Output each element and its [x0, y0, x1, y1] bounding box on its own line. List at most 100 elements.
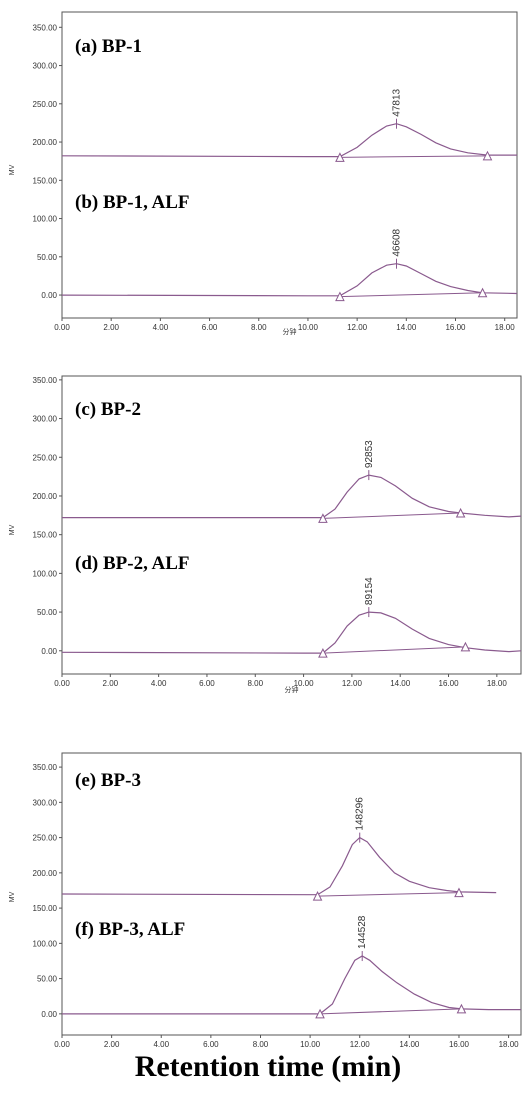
- x-tick-label: 2.00: [104, 1040, 120, 1049]
- x-tick-label: 4.00: [153, 323, 169, 332]
- x-tick-label: 8.00: [251, 323, 267, 332]
- series-label: (d) BP-2, ALF: [75, 553, 190, 574]
- peak-boundary-marker: [454, 887, 464, 898]
- x-tick-label: 6.00: [199, 679, 215, 688]
- x-tick-label: 2.00: [103, 323, 119, 332]
- integration-baseline: [339, 155, 488, 158]
- series-trace: 89154 (d) BP-2, ALF: [61, 553, 522, 658]
- x-tick-label: 0.00: [54, 679, 70, 688]
- series-trace: 144528 (f) BP-3, ALF: [62, 915, 521, 1019]
- peak-boundary-marker: [477, 287, 488, 298]
- x-tick-label: 18.00: [499, 1040, 520, 1049]
- y-tick-label: 350.00: [33, 763, 58, 772]
- panel-bottom: 0.00 50.00 100.00 150.00 200.00 250.00 300.00 3…: [9, 752, 522, 1049]
- chromatogram-line: [62, 955, 521, 1015]
- integration-baseline: [339, 292, 483, 298]
- chromatogram-line: [61, 123, 517, 158]
- x-tick-label: 12.00: [347, 323, 368, 332]
- x-tick-label: 4.00: [153, 1040, 169, 1049]
- series-trace: 92853 (c) BP-2: [62, 399, 522, 523]
- y-tick-label: 250.00: [33, 834, 58, 843]
- peak-boundary-marker: [335, 152, 345, 162]
- x-tick-label: 16.00: [445, 323, 466, 332]
- peak-boundary-marker: [482, 150, 493, 161]
- peak-boundary-marker: [456, 1003, 467, 1014]
- peak-area-label: 47813: [391, 88, 402, 116]
- chromatogram-line: [61, 263, 518, 297]
- x-tick-label: 6.00: [203, 1040, 219, 1049]
- y-tick-label: 0.00: [41, 647, 57, 656]
- x-tick-label: 10.00: [300, 1040, 321, 1049]
- peak-boundary-marker: [312, 890, 323, 901]
- y-tick-label: 350.00: [33, 376, 58, 385]
- plot-frame: [61, 11, 518, 319]
- series-label: (e) BP-3: [75, 770, 141, 791]
- y-tick-label: 200.00: [33, 869, 58, 878]
- y-tick-label: 300.00: [33, 62, 58, 71]
- plot-frame: [61, 375, 522, 675]
- integration-baseline: [320, 1008, 462, 1015]
- y-tick-label: 50.00: [37, 253, 58, 262]
- chromatogram-line: [62, 474, 522, 519]
- x-tick-label: 14.00: [396, 323, 417, 332]
- peak-boundary-marker: [315, 1008, 325, 1019]
- y-tick-label: 350.00: [33, 23, 58, 32]
- y-axis-label: MV: [9, 891, 16, 902]
- y-tick-label: 100.00: [33, 939, 58, 948]
- peak-area-label: 92853: [364, 440, 375, 468]
- x-tick-label: 14.00: [390, 679, 411, 688]
- peak-boundary-marker: [335, 291, 345, 302]
- x-tick-label: 0.00: [54, 323, 70, 332]
- integration-baseline: [322, 646, 466, 654]
- y-tick-label: 150.00: [33, 176, 58, 185]
- x-tick-label: 10.00: [294, 679, 315, 688]
- x-tick-label: 16.00: [439, 679, 460, 688]
- x-axis-label: 分钟: [285, 685, 299, 694]
- y-tick-label: 300.00: [33, 798, 58, 807]
- series-label: (a) BP-1: [75, 36, 142, 57]
- x-tick-label: 14.00: [399, 1040, 420, 1049]
- y-tick-label: 200.00: [33, 492, 58, 501]
- y-tick-label: 150.00: [33, 904, 58, 913]
- panel-top: 0.00 50.00 100.00 150.00 200.00 250.00 300.00 3…: [9, 11, 518, 336]
- x-tick-label: 0.00: [54, 1040, 70, 1049]
- integration-baseline: [322, 512, 461, 519]
- y-tick-label: 50.00: [37, 608, 58, 617]
- y-axis-label: MV: [9, 164, 16, 175]
- integration-baseline: [317, 892, 459, 897]
- peak-boundary-marker: [455, 507, 466, 518]
- y-tick-label: 250.00: [33, 100, 58, 109]
- x-tick-label: 16.00: [449, 1040, 470, 1049]
- peak-area-label: 148296: [355, 797, 366, 831]
- series-label: (f) BP-3, ALF: [75, 919, 185, 940]
- x-tick-label: 4.00: [151, 679, 167, 688]
- y-tick-label: 0.00: [41, 291, 57, 300]
- y-tick-label: 0.00: [41, 1010, 57, 1019]
- peak-boundary-marker: [460, 641, 471, 652]
- chromatogram-line: [61, 611, 522, 654]
- x-tick-label: 18.00: [495, 323, 516, 332]
- x-tick-label: 6.00: [202, 323, 218, 332]
- series-label: (c) BP-2: [75, 399, 141, 420]
- y-tick-label: 100.00: [33, 569, 58, 578]
- y-tick-label: 200.00: [33, 138, 58, 147]
- series-trace: 148296 (e) BP-3: [61, 770, 497, 901]
- figure-x-axis-title: Retention time (min): [135, 1050, 402, 1083]
- y-tick-label: 100.00: [33, 215, 58, 224]
- y-axis-label: MV: [9, 524, 16, 535]
- panel-middle: 0.00 50.00 100.00 150.00 200.00 250.00 300.00 3…: [9, 375, 522, 694]
- peak-area-label: 46608: [391, 228, 402, 256]
- x-axis-label: 分钟: [283, 327, 297, 336]
- x-tick-label: 12.00: [350, 1040, 371, 1049]
- x-tick-label: 8.00: [253, 1040, 269, 1049]
- x-tick-label: 12.00: [342, 679, 363, 688]
- y-tick-label: 150.00: [33, 531, 58, 540]
- x-tick-label: 18.00: [487, 679, 508, 688]
- chromatogram-line: [61, 836, 497, 896]
- series-trace: 47813 (a) BP-1: [61, 36, 517, 162]
- peak-area-label: 144528: [357, 915, 368, 949]
- y-tick-label: 300.00: [33, 415, 58, 424]
- series-trace: 46608 (b) BP-1, ALF: [61, 192, 518, 302]
- peak-boundary-marker: [318, 513, 328, 523]
